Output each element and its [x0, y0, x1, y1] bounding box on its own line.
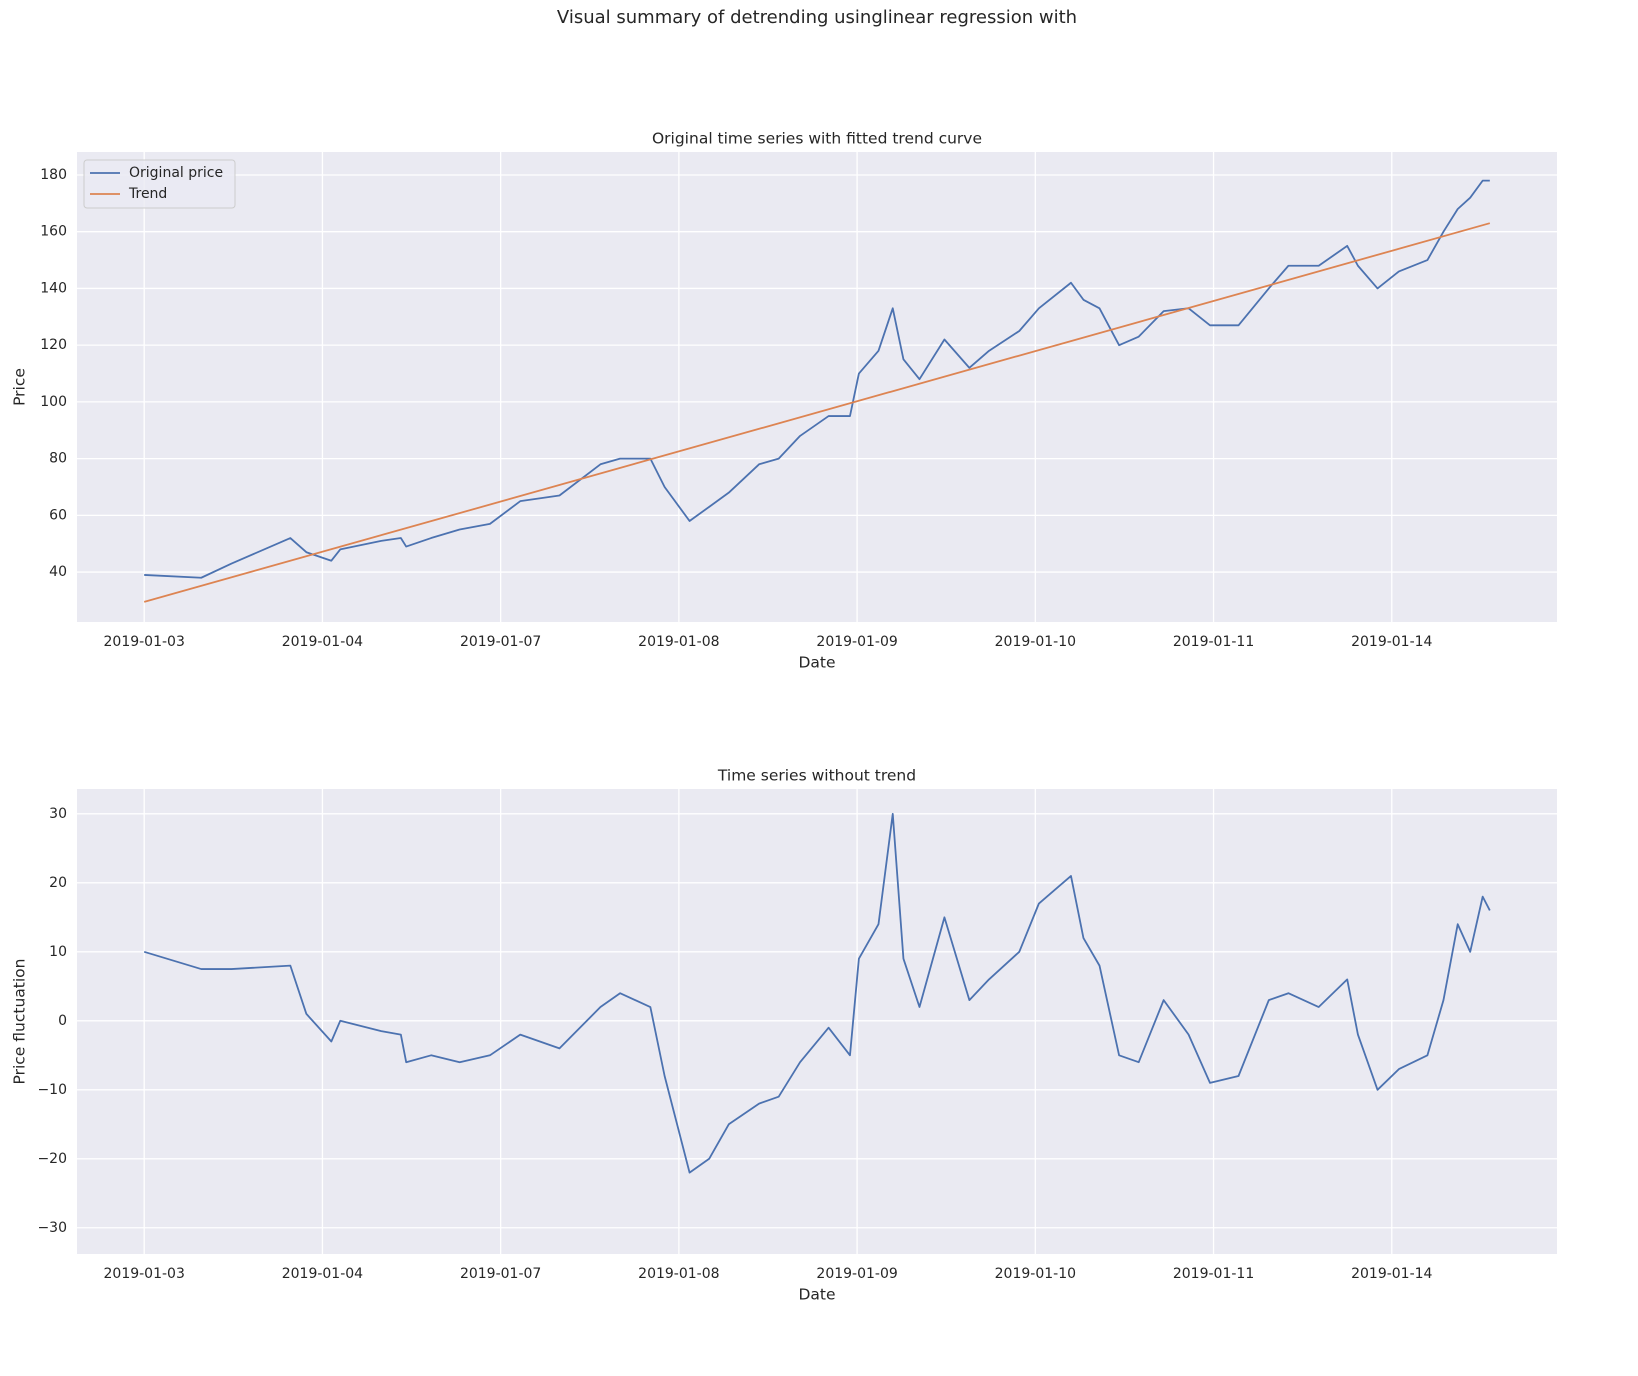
y-tick-label: 0 [58, 1013, 67, 1029]
y-tick-label: 60 [49, 507, 67, 523]
y-tick-label: 140 [40, 280, 67, 296]
y-axis-label: Price [11, 368, 29, 406]
y-tick-label: 80 [49, 451, 67, 467]
y-tick-label: 10 [49, 944, 67, 960]
y-tick-label: −20 [37, 1151, 67, 1167]
x-tick-label: 2019-01-04 [282, 634, 363, 650]
legend-label: Original price [129, 165, 223, 181]
y-tick-label: 20 [49, 875, 67, 891]
x-tick-label: 2019-01-11 [1173, 634, 1254, 650]
figure-title: Visual summary of detrending usinglinear… [557, 7, 1077, 28]
x-tick-label: 2019-01-11 [1173, 1266, 1254, 1282]
y-tick-label: 40 [49, 564, 67, 580]
y-axis-label: Price fluctuation [11, 959, 29, 1085]
x-tick-label: 2019-01-14 [1351, 1266, 1432, 1282]
subplot-title: Time series without trend [717, 767, 916, 785]
y-tick-label: −10 [37, 1082, 67, 1098]
x-tick-label: 2019-01-10 [995, 1266, 1076, 1282]
x-axis-label: Date [798, 1286, 835, 1304]
plot-area [77, 152, 1557, 622]
data-line [143, 812, 1491, 1174]
y-tick-label: 30 [49, 806, 67, 822]
x-tick-label: 2019-01-04 [282, 1266, 363, 1282]
y-tick-label: 120 [40, 337, 67, 353]
data-line [143, 222, 1491, 603]
plot-area [77, 789, 1557, 1254]
x-tick-label: 2019-01-14 [1351, 634, 1432, 650]
legend-label: Trend [128, 186, 167, 202]
y-tick-label: 180 [40, 167, 67, 183]
legend-box [83, 159, 236, 209]
subplot-title: Original time series with fitted trend c… [652, 130, 982, 148]
y-tick-label: 100 [40, 394, 67, 410]
x-tick-label: 2019-01-03 [104, 1266, 185, 1282]
x-tick-label: 2019-01-09 [816, 634, 897, 650]
x-tick-label: 2019-01-08 [638, 1266, 719, 1282]
data-line [144, 179, 1490, 579]
x-tick-label: 2019-01-07 [460, 1266, 541, 1282]
x-axis-label: Date [798, 654, 835, 672]
y-tick-label: −30 [37, 1220, 67, 1236]
x-tick-label: 2019-01-07 [460, 634, 541, 650]
x-tick-label: 2019-01-10 [995, 634, 1076, 650]
x-tick-label: 2019-01-08 [638, 634, 719, 650]
x-tick-label: 2019-01-09 [816, 1266, 897, 1282]
x-tick-label: 2019-01-03 [104, 634, 185, 650]
y-tick-label: 160 [40, 224, 67, 240]
